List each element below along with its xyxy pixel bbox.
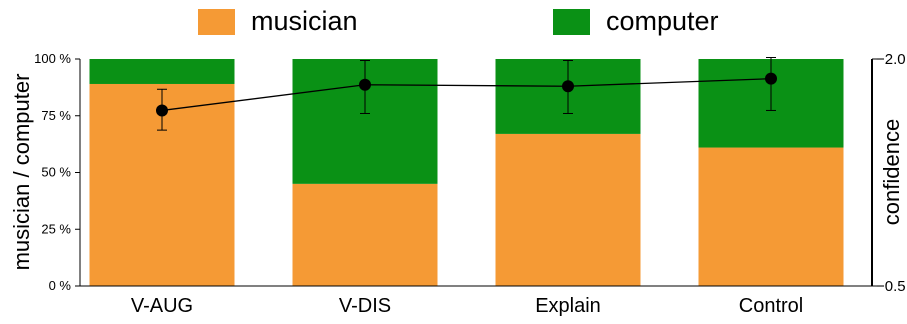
confidence-line [161,78,772,112]
right-tick-label: −0.5 [876,278,906,295]
category-label: Control [739,295,803,317]
legend-item-musician: musician [198,6,358,37]
left-tick-label: 75 % [41,108,71,123]
confidence-point [562,80,574,93]
legend-item-computer: computer [553,6,719,37]
right-tick-label: −2.0 [876,51,906,68]
bar-musician-3 [698,147,844,286]
bars-group [89,59,844,286]
confidence-point [359,78,371,91]
left-tick-label: 0 % [49,278,72,293]
bar-computer-0 [89,59,235,84]
left-tick-label: 50 % [41,165,71,180]
confidence-point [765,72,777,85]
category-label: Explain [535,295,601,317]
legend-label-computer: computer [606,6,719,36]
legend-label-musician: musician [251,6,358,36]
legend-swatch-musician [198,8,235,35]
left-tick-label: 25 % [41,221,71,236]
left-tick-label: 100 % [34,51,71,66]
category-label: V-AUG [131,295,193,317]
axes-group: V-AUG V-DIS Explain Control 0 % 25 % 50 % 75 % 1… [34,51,906,317]
category-label: V-DIS [339,295,391,317]
confidence-point [156,104,168,117]
bar-musician-1 [292,183,438,286]
left-axis-title: musician / computer [9,74,34,271]
bar-musician-2 [495,133,641,286]
right-axis-title: confidence [879,119,904,225]
legend-swatch-computer [553,8,590,35]
confidence-line-group [156,56,777,131]
